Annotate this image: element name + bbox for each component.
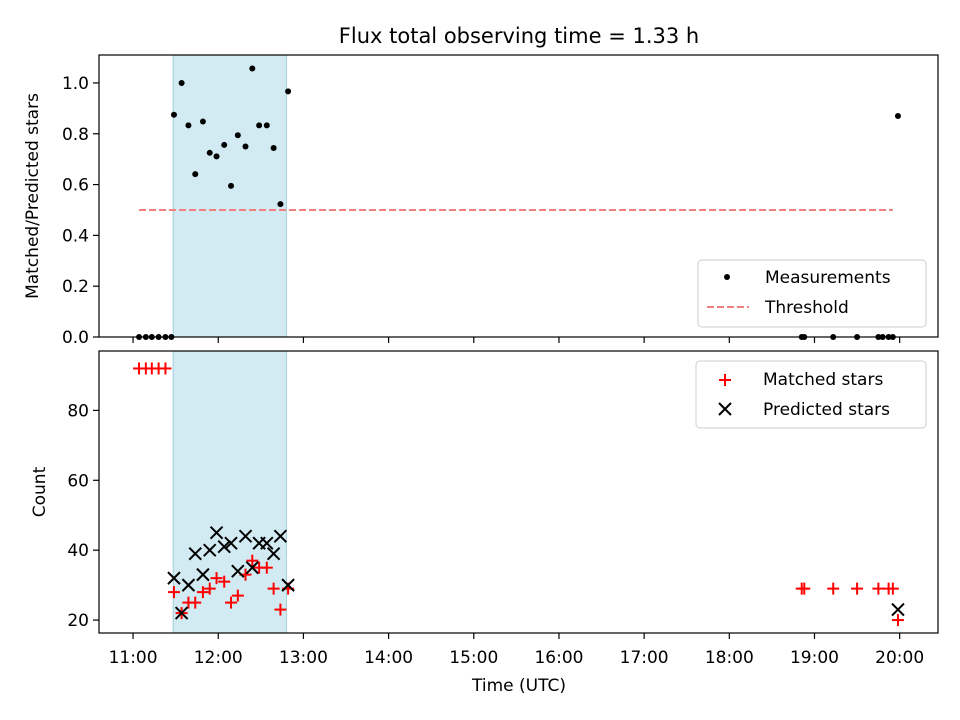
predicted-point: [174, 606, 189, 620]
legend-threshold-label: Threshold: [764, 298, 849, 318]
predicted-point: [231, 564, 245, 578]
measurement-point: [185, 122, 192, 129]
matched-point: [274, 603, 287, 616]
x-tick-label: 13:00: [279, 648, 328, 668]
y-tick-label: 60: [67, 471, 89, 491]
measurement-point: [249, 65, 256, 72]
matched-point: [225, 596, 238, 609]
matched-point: [267, 582, 280, 595]
matched-point: [218, 575, 231, 588]
x-tick-label: 12:00: [194, 648, 243, 668]
bottom-legend-box: [695, 360, 927, 429]
y-tick-label: 0.4: [62, 226, 89, 246]
y-tick-label: 80: [67, 401, 89, 421]
bottom-shaded-span: [172, 350, 287, 634]
predicted-point: [188, 546, 202, 561]
predicted-point: [281, 578, 295, 592]
matched-point: [167, 586, 180, 599]
bottom-axes-frame: [98, 350, 939, 634]
predicted-point: [266, 546, 281, 561]
predicted-point: [238, 529, 253, 543]
measurement-point: [242, 143, 249, 150]
top-shaded-span: [172, 54, 287, 338]
predicted-point: [209, 526, 224, 540]
legend-matched-label: Matched stars: [763, 370, 883, 390]
bottom-y-axis-label: Count: [30, 466, 50, 517]
matched-point: [189, 596, 202, 609]
matched-point: [231, 589, 244, 602]
predicted-point: [245, 560, 260, 575]
matched-point: [891, 614, 904, 627]
predicted-point: [181, 578, 196, 592]
predicted-point: [196, 567, 210, 582]
x-tick-label: 11:00: [109, 648, 158, 668]
measurement-point: [199, 118, 206, 125]
predicted-point: [224, 536, 238, 550]
predicted-point: [891, 602, 905, 617]
matched-point: [260, 561, 273, 574]
bottom-legend: Matched stars Predicted stars: [695, 360, 927, 429]
legend-measurements-marker: [724, 274, 730, 280]
matched-point: [159, 362, 172, 375]
predicted-point: [167, 571, 181, 585]
predicted-point: [203, 543, 217, 557]
measurement-point: [270, 144, 277, 151]
y-tick-label: 0.0: [62, 328, 89, 348]
matched-point: [203, 582, 216, 595]
measurement-point: [170, 111, 177, 118]
top-y-axis-label: Matched/Predicted stars: [23, 93, 43, 299]
legend-predicted-label: Predicted stars: [763, 400, 890, 420]
y-tick-label: 1.0: [62, 74, 89, 94]
x-tick-label: 16:00: [534, 648, 583, 668]
x-tick-label: 19:00: [790, 648, 839, 668]
measurement-point: [285, 88, 292, 95]
matched-point: [827, 582, 840, 595]
matched-point: [210, 572, 223, 585]
measurement-point: [234, 132, 241, 139]
measurement-point: [213, 153, 220, 160]
matched-point: [196, 586, 209, 599]
y-tick-label: 0.2: [62, 277, 89, 297]
y-tick-label: 20: [67, 611, 89, 631]
predicted-point: [217, 539, 231, 554]
measurement-point: [894, 112, 901, 119]
measurement-point: [192, 171, 199, 178]
measurement-point: [228, 182, 235, 189]
chart-title: Flux total observing time = 1.33 h: [339, 24, 699, 48]
x-tick-label: 14:00: [364, 648, 413, 668]
measurement-point: [263, 122, 270, 129]
matched-point: [872, 582, 885, 595]
measurement-point: [256, 122, 263, 129]
top-legend: Measurements Threshold: [697, 259, 927, 328]
measurement-point: [221, 141, 228, 148]
top-panel: 0.0 0.2 0.4 0.6 0.8 1.0 Matched/Predicted sta…: [23, 54, 939, 348]
matched-point: [851, 582, 864, 595]
predicted-point: [273, 529, 288, 543]
legend-measurements-label: Measurements: [765, 268, 891, 288]
measurement-point: [206, 149, 213, 156]
measurement-point: [178, 79, 185, 86]
x-tick-label: 20:00: [875, 648, 924, 668]
matched-point: [246, 554, 259, 567]
top-axes-frame: [98, 54, 939, 338]
top-legend-box: [697, 259, 927, 328]
y-tick-label: 0.8: [62, 125, 89, 145]
matched-point: [886, 582, 899, 595]
y-tick-label: 0.6: [62, 176, 89, 196]
measurement-point: [277, 201, 284, 208]
legend-predicted-marker: [718, 402, 732, 416]
legend-matched-marker: [719, 374, 731, 386]
matched-point: [798, 582, 811, 595]
x-tick-label: 17:00: [620, 648, 669, 668]
x-tick-label: 15:00: [449, 648, 498, 668]
predicted-point: [260, 536, 274, 550]
bottom-panel: 20 40 60 80 11:00 12:00 13:00 14:00 15:00 16:00 1…: [30, 350, 939, 696]
x-tick-label: 18:00: [705, 648, 754, 668]
y-tick-label: 40: [67, 541, 89, 561]
x-axis-label: Time (UTC): [471, 676, 566, 696]
